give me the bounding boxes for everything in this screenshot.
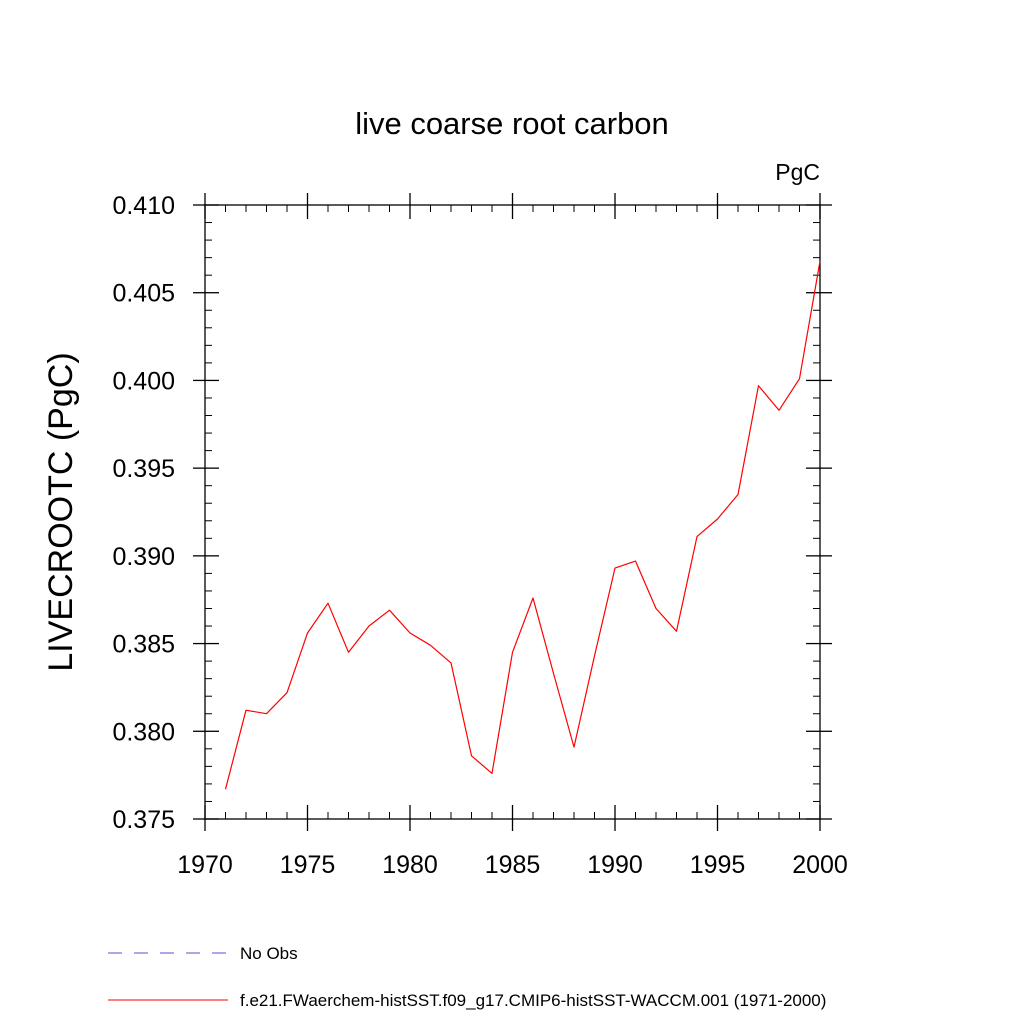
x-tick-label: 1975	[280, 851, 336, 879]
y-tick-label: 0.375	[112, 806, 175, 834]
legend: No Obs f.e21.FWaerchem-histSST.f09_g17.CM…	[108, 944, 826, 1010]
y-tick-label: 0.395	[112, 455, 175, 483]
y-tick-label: 0.380	[112, 718, 175, 746]
x-tick-label: 1980	[382, 851, 438, 879]
chart-title: live coarse root carbon	[355, 106, 669, 141]
y-tick-label: 0.405	[112, 280, 175, 308]
series-line	[224, 260, 821, 790]
y-tick-label: 0.390	[112, 543, 175, 571]
series-layer	[224, 260, 821, 790]
x-tick-label: 1995	[690, 851, 746, 879]
x-tick-label: 1970	[177, 851, 233, 879]
x-tick-label: 1985	[485, 851, 541, 879]
y-tick-label: 0.400	[112, 367, 175, 395]
y-tick-label: 0.410	[112, 192, 175, 220]
x-tick-label: 1990	[587, 851, 643, 879]
legend-label: No Obs	[240, 944, 298, 963]
plot-frame	[204, 204, 821, 820]
y-axis-label: LIVECROOTC (PgC)	[42, 352, 80, 671]
axis-ticks: 1970 1975 1980 1985 1990 1995 2000 0.375 0.380 0.…	[112, 192, 847, 879]
legend-label: f.e21.FWaerchem-histSST.f09_g17.CMIP6-hi…	[240, 991, 826, 1010]
units-label: PgC	[775, 159, 820, 185]
y-tick-label: 0.385	[112, 631, 175, 659]
x-tick-label: 2000	[792, 851, 848, 879]
